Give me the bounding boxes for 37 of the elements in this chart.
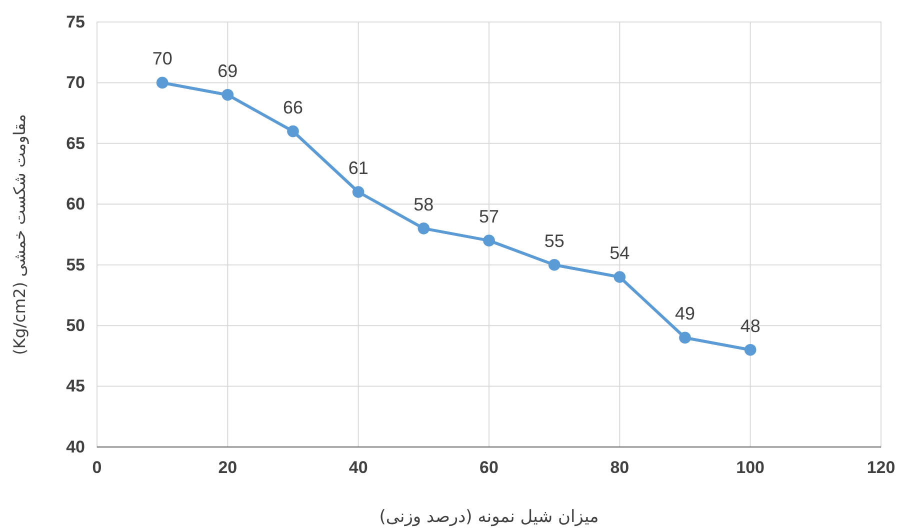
y-tick-label: 75 — [66, 12, 85, 32]
data-label: 58 — [414, 194, 434, 214]
point — [744, 344, 756, 356]
y-tick-label: 60 — [66, 194, 85, 214]
y-tick-label: 50 — [66, 316, 85, 336]
x-tick-label: 80 — [610, 458, 630, 478]
point — [483, 234, 495, 246]
x-tick-label: 120 — [866, 458, 896, 478]
x-tick-label: 0 — [92, 458, 102, 478]
data-label: 54 — [610, 243, 630, 263]
data-label: 48 — [740, 316, 760, 336]
x-tick-label: 20 — [218, 458, 238, 478]
point — [287, 125, 299, 138]
data-label: 66 — [282, 97, 304, 118]
point — [352, 186, 364, 198]
point — [418, 222, 430, 234]
y-tick-label: 45 — [66, 376, 85, 396]
point — [548, 258, 560, 271]
y-tick-label: 65 — [66, 134, 85, 153]
point — [222, 88, 234, 101]
data-label: 57 — [478, 206, 500, 227]
data-label: 61 — [348, 158, 368, 178]
y-tick-label: 40 — [66, 437, 85, 456]
x-tick-label: 40 — [348, 458, 368, 478]
y-tick-label: 70 — [66, 73, 85, 92]
x-tick-label: 60 — [480, 458, 498, 478]
x-axis-title: میزان شیل نمونه (درصد وزنی) — [379, 507, 599, 527]
data-label: 69 — [218, 60, 238, 81]
point — [614, 271, 626, 283]
data-label: 55 — [544, 230, 564, 251]
data-label: 49 — [674, 304, 696, 324]
y-tick-label: 55 — [66, 255, 85, 274]
y-axis-title: مقاومت شکست خمشی (Kg/cm2) — [10, 114, 29, 355]
point — [679, 332, 691, 344]
data-label: 70 — [152, 48, 172, 69]
point — [156, 76, 168, 89]
x-tick-label: 100 — [736, 458, 765, 478]
